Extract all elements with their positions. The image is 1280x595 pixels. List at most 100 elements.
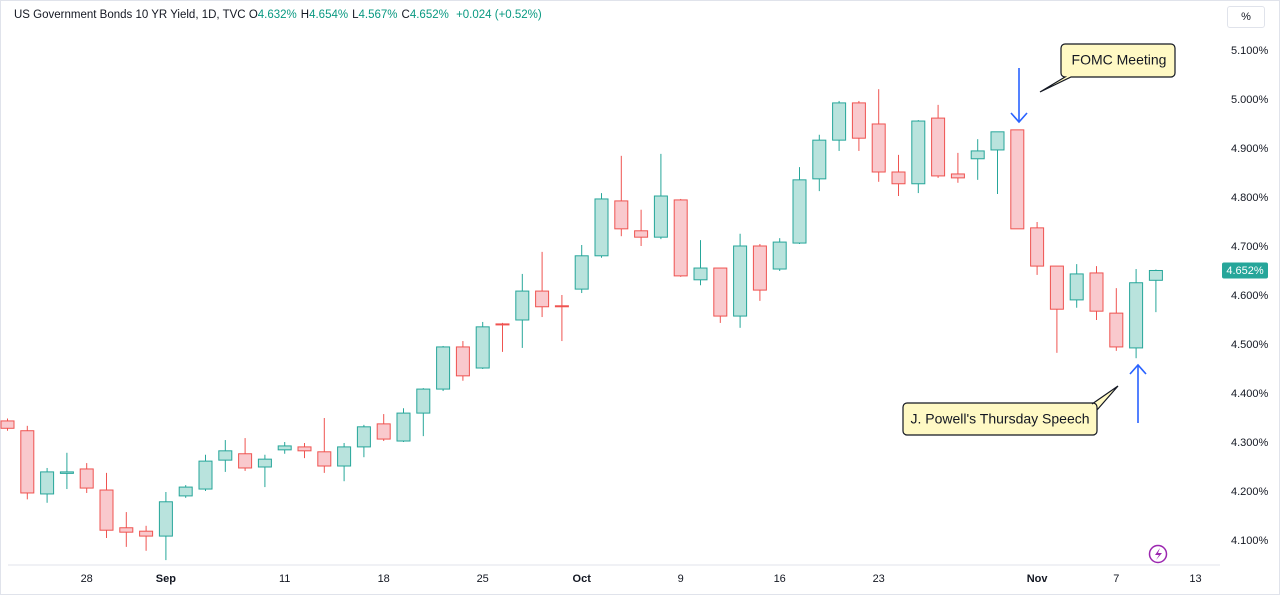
candle-body: [158, 501, 173, 537]
x-tick-label: 7: [1113, 573, 1119, 585]
candle-body: [832, 102, 847, 141]
candle-body: [119, 527, 134, 533]
candle-body: [931, 117, 946, 177]
candle-body: [0, 420, 15, 429]
candle-body: [1030, 227, 1045, 267]
alert-icon[interactable]: [1148, 544, 1168, 564]
arrow-head: [1129, 363, 1147, 375]
candle-body: [911, 120, 926, 185]
candle-body: [178, 486, 193, 497]
y-tick-label: 4.500%: [1231, 339, 1269, 351]
candle-body: [554, 305, 569, 308]
annotation: J. Powell's Thursday Speech: [910, 411, 1089, 427]
x-tick-label: 23: [873, 573, 885, 585]
candle-body: [653, 195, 668, 238]
candle-body: [396, 412, 411, 442]
candle-body: [198, 460, 213, 490]
x-tick-label: 11: [279, 573, 290, 585]
candle-body: [574, 255, 589, 290]
ohlc-value: 4.652%: [409, 9, 449, 21]
candle-body: [356, 426, 371, 448]
candle-body: [436, 346, 451, 390]
y-tick-label: 5.100%: [1231, 45, 1269, 57]
ohlc-value: 4.567%: [358, 9, 398, 21]
candle-body: [871, 123, 886, 173]
candle-body: [495, 323, 510, 326]
candle-body: [1148, 269, 1163, 281]
candle-body: [673, 199, 688, 277]
candle-body: [297, 446, 312, 452]
candles: [0, 89, 1163, 561]
ohlc-key: L: [352, 9, 359, 21]
ohlc-key: H: [300, 9, 310, 21]
y-tick-label: 4.800%: [1231, 192, 1269, 204]
candle-body: [139, 530, 154, 537]
candle-body: [277, 445, 292, 451]
y-tick-label: 4.200%: [1231, 486, 1269, 498]
candle-body: [455, 346, 470, 377]
last-price-label: 4.652%: [1226, 265, 1264, 277]
x-tick-label: 9: [678, 573, 684, 585]
candle-body: [475, 326, 490, 369]
callout-box: [1039, 43, 1176, 93]
symbol-title: US Government Bonds 10 YR Yield, 1D, TVC: [14, 9, 246, 21]
ohlc-key: C: [401, 9, 410, 21]
candle-body: [59, 471, 74, 474]
arrow-head: [1010, 112, 1028, 124]
candle-body: [1049, 265, 1064, 310]
candle-body: [317, 451, 332, 467]
candle-body: [950, 173, 965, 179]
candle-body: [990, 131, 1005, 151]
x-tick-label: 25: [477, 573, 489, 585]
y-tick-label: 4.300%: [1231, 437, 1269, 449]
candle-body: [1129, 282, 1144, 349]
y-tick-label: 4.700%: [1231, 241, 1269, 253]
candle-body: [752, 245, 767, 291]
x-tick-label: Sep: [156, 573, 176, 585]
legend-header: US Government Bonds 10 YR Yield, 1D, TVC…: [14, 9, 546, 21]
candle-body: [40, 471, 55, 495]
change: +0.024 (+0.52%): [456, 9, 542, 21]
x-tick-label: 28: [81, 573, 93, 585]
y-tick-label: 5.000%: [1231, 94, 1269, 106]
scale-button[interactable]: %: [1227, 6, 1265, 28]
candle-body: [1089, 272, 1104, 312]
candle-body: [238, 453, 253, 469]
candle-body: [337, 446, 352, 467]
y-tick-label: 4.400%: [1231, 388, 1269, 400]
annotation: FOMC Meeting: [1072, 52, 1167, 68]
x-tick-label: 13: [1189, 573, 1201, 585]
candle-body: [416, 388, 431, 414]
ohlc: O4.632% H4.654% L4.567% C4.652%: [249, 9, 453, 21]
candle-body: [594, 198, 609, 257]
candle-body: [812, 139, 827, 180]
callout-box: [902, 385, 1119, 436]
candle-body: [772, 241, 787, 270]
y-tick-label: 4.600%: [1231, 290, 1269, 302]
x-tick-label: Oct: [573, 573, 592, 585]
candle-body: [20, 430, 35, 494]
y-tick-label: 4.900%: [1231, 143, 1269, 155]
candle-body: [1010, 129, 1025, 230]
alert-icon-bolt: [1155, 548, 1162, 560]
candle-body: [218, 450, 233, 461]
ohlc-value: 4.632%: [257, 9, 297, 21]
candle-body: [99, 489, 114, 531]
candle-body: [1109, 312, 1124, 348]
candle-body: [614, 200, 629, 230]
candle-body: [792, 179, 807, 244]
x-tick-label: Nov: [1027, 573, 1049, 585]
candle-body: [634, 230, 649, 238]
ohlc-value: 4.654%: [309, 9, 349, 21]
ohlc-key: O: [248, 9, 258, 21]
candle-body: [376, 423, 391, 440]
x-tick-label: 16: [774, 573, 786, 585]
candle-body: [535, 290, 550, 308]
candle-body: [693, 267, 708, 281]
candle-body: [970, 150, 985, 160]
last-price-box: [1222, 262, 1268, 279]
candle-body: [257, 458, 272, 468]
